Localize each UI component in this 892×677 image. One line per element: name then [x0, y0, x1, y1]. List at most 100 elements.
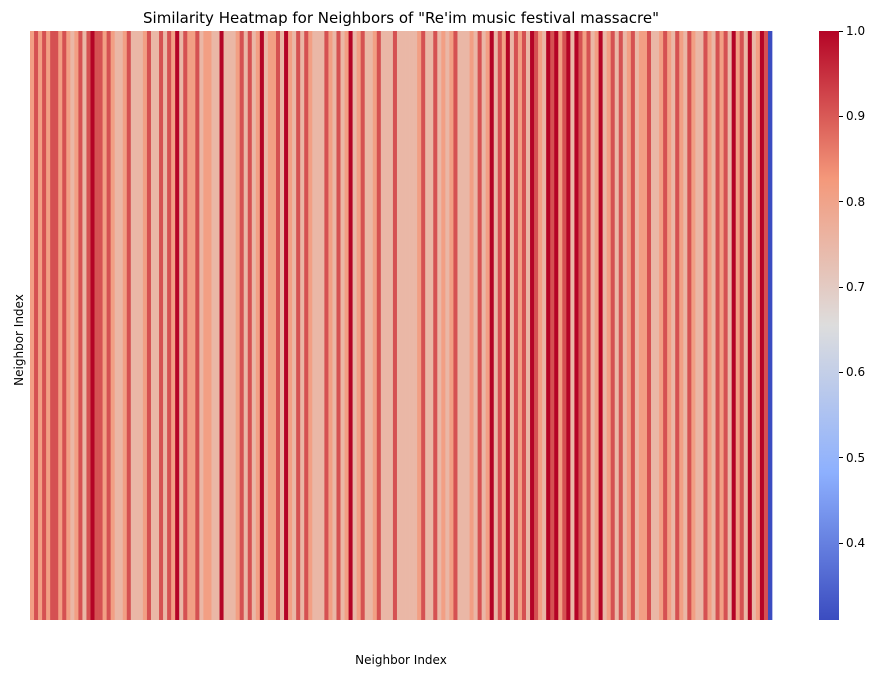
heatmap-column [118, 31, 124, 620]
heatmap-column [263, 31, 269, 620]
heatmap-column [550, 31, 555, 620]
heatmap-column [296, 31, 301, 620]
heatmap-column [767, 31, 773, 620]
heatmap-column [86, 31, 91, 620]
heatmap-column [413, 31, 418, 620]
heatmap-column [46, 31, 51, 620]
heatmap-column [50, 31, 55, 620]
heatmap-column [219, 31, 224, 620]
heatmap-column [449, 31, 454, 620]
heatmap-column [384, 31, 390, 620]
heatmap-column [316, 31, 321, 620]
heatmap-column [183, 31, 188, 620]
heatmap-column [304, 31, 309, 620]
heatmap-column [659, 31, 664, 620]
heatmap-column [485, 31, 491, 620]
heatmap-column [259, 31, 265, 620]
heatmap-column [102, 31, 107, 620]
colorbar-tick-mark [839, 286, 843, 288]
heatmap-column [130, 31, 136, 620]
heatmap-column [562, 31, 567, 620]
heatmap-column [421, 31, 426, 620]
heatmap-column [320, 31, 325, 620]
heatmap-column [655, 31, 660, 620]
colorbar-tick-label: 0.9 [846, 109, 866, 124]
heatmap-column [344, 31, 349, 620]
heatmap-column [558, 31, 563, 620]
heatmap-column [62, 31, 67, 620]
heatmap-column [255, 31, 261, 620]
y-axis-label: Neighbor Index [12, 294, 26, 386]
chart-title: Similarity Heatmap for Neighbors of "Re'… [143, 9, 659, 27]
heatmap-column [187, 31, 192, 620]
heatmap-column [699, 31, 704, 620]
heatmap-column [328, 31, 333, 620]
colorbar-tick-label: 0.6 [846, 365, 866, 380]
colorbar-tick-mark [839, 371, 843, 373]
heatmap-column [473, 31, 478, 620]
heatmap-column [138, 31, 144, 620]
colorbar [819, 31, 839, 620]
heatmap-column [203, 31, 208, 620]
heatmap-column [288, 31, 293, 620]
heatmap-column [227, 31, 232, 620]
heatmap-column [521, 31, 527, 620]
heatmap-column [566, 31, 571, 620]
heatmap-column [284, 31, 289, 620]
heatmap-column [215, 31, 220, 620]
heatmap-column [453, 31, 458, 620]
heatmap-column [401, 31, 406, 620]
heatmap-column [735, 31, 741, 620]
heatmap-column [602, 31, 608, 620]
heatmap-column [723, 31, 728, 620]
heatmap-column [461, 31, 466, 620]
heatmap-column [437, 31, 442, 620]
heatmap-column [38, 31, 43, 620]
heatmap-column [578, 31, 583, 620]
heatmap-column [546, 31, 551, 620]
heatmap-column [501, 31, 507, 620]
heatmap-column [163, 31, 168, 620]
heatmap-column [731, 31, 737, 620]
heatmap-column [747, 31, 753, 620]
heatmap-column [191, 31, 196, 620]
heatmap-column [425, 31, 430, 620]
heatmap-column [679, 31, 684, 620]
heatmap-column [481, 31, 487, 620]
heatmap-column [707, 31, 712, 620]
heatmap-column [275, 31, 281, 620]
heatmap-column [711, 31, 716, 620]
heatmap-column [630, 31, 636, 620]
heatmap-column [433, 31, 438, 620]
heatmap-column [372, 31, 378, 620]
heatmap-column [626, 31, 632, 620]
heatmap-column [513, 31, 519, 620]
heatmap-column [239, 31, 245, 620]
heatmap-column [719, 31, 724, 620]
heatmap-column [368, 31, 374, 620]
heatmap-column [477, 31, 483, 620]
heatmap-column [445, 31, 450, 620]
x-axis-label: Neighbor Index [355, 653, 447, 667]
heatmap-column [622, 31, 628, 620]
heatmap-column [336, 31, 341, 620]
heatmap-column [469, 31, 474, 620]
heatmap-column [82, 31, 87, 620]
heatmap-column [98, 31, 103, 620]
heatmap-column [155, 31, 160, 620]
heatmap-column [271, 31, 277, 620]
heatmap-column [675, 31, 680, 620]
heatmap-column [554, 31, 559, 620]
heatmap-column [743, 31, 749, 620]
heatmap-column [429, 31, 434, 620]
heatmap-column [340, 31, 345, 620]
heatmap-column [493, 31, 499, 620]
heatmap-column [199, 31, 204, 620]
heatmap-column [396, 31, 402, 620]
heatmap-column [324, 31, 329, 620]
heatmap-column [235, 31, 241, 620]
heatmap-column [376, 31, 382, 620]
heatmap-column [642, 31, 648, 620]
heatmap-column [574, 31, 579, 620]
